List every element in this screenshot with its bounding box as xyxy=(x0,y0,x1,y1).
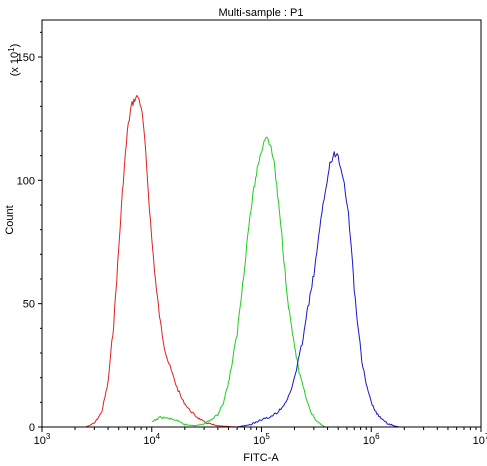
y-multiplier-label: (x 101) xyxy=(7,44,21,77)
y-tick-label: 50 xyxy=(23,299,35,311)
x-axis-label: FITC-A xyxy=(243,452,279,464)
x-tick-label: 104 xyxy=(143,432,160,447)
series-line-1 xyxy=(85,94,238,428)
x-tick-label: 107 xyxy=(473,432,487,447)
series-line-2 xyxy=(151,136,326,428)
chart-title: Multi-sample : P1 xyxy=(219,7,304,19)
y-tick-label: 100 xyxy=(17,175,35,187)
ticks-layer: 0 50 100 150 103 104 105 106 107 xyxy=(17,31,487,447)
x-tick-label: 106 xyxy=(363,432,380,447)
x-tick-label: 105 xyxy=(253,432,270,447)
y-axis-label: Count xyxy=(4,205,16,234)
y-tick-label: 0 xyxy=(29,422,35,434)
series-line-3 xyxy=(237,151,400,428)
plot-frame xyxy=(41,19,482,428)
x-tick-label: 103 xyxy=(34,432,51,447)
y-tick-label: 150 xyxy=(17,52,35,64)
y-multiplier-exponent: 1 xyxy=(7,47,16,52)
series-layer xyxy=(85,94,400,428)
